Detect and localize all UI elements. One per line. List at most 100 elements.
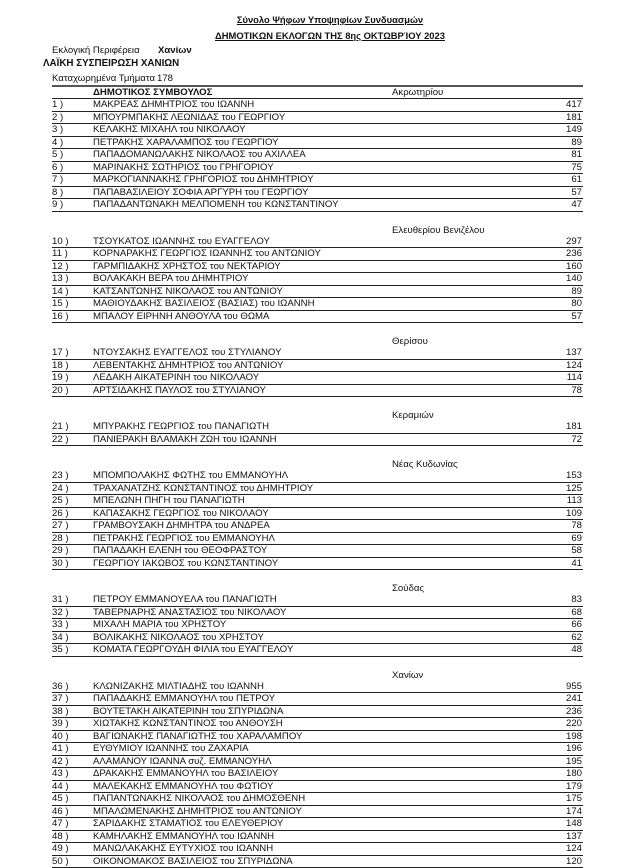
row-number: 40 ): [52, 730, 69, 742]
vote-count: 58: [571, 545, 582, 556]
table-row: 32 ) ΤΑΒΕΡΝΑΡΗΣ ΑΝΑΣΤΑΣΙΟΣ του ΝΙΚΟΛΑΟΥ 68: [52, 606, 583, 619]
row-number: 27 ): [52, 520, 69, 531]
table-row: 3 ) ΚΕΛΑΚΗΣ ΜΙΧΑΗΛ του ΝΙΚΟΛΑΟΥ 149: [52, 124, 583, 137]
candidate-name: ΚΛΩΝΙΖΑΚΗΣ ΜΙΛΤΙΑΔΗΣ του ΙΩΑΝΝΗ: [93, 680, 264, 692]
row-number: 7 ): [52, 174, 64, 185]
group-heading: Θερίσου: [392, 336, 428, 347]
candidate-name: ΜΠΑΛΟΥ ΕΙΡΗΝΗ ΑΝΘΟΥΛΑ του ΘΩΜΑ: [93, 310, 270, 322]
candidate-name: ΣΑΡΙΔΑΚΗΣ ΣΤΑΜΑΤΙΟΣ του ΕΛΕΥΘΕΡΙΟΥ: [93, 818, 284, 829]
candidate-name: ΠΕΤΡΟΥ ΕΜΜΑΝΟΥΕΛΑ του ΠΑΝΑΓΙΩΤΗ: [93, 594, 277, 605]
candidate-name: ΠΕΤΡΑΚΗΣ ΓΕΩΡΓΙΟΣ του ΕΜΜΑΝΟΥΗΛ: [93, 532, 275, 544]
table-row: 17 ) ΝΤΟΥΣΑΚΗΣ ΕΥΑΓΓΕΛΟΣ του ΣΤΥΛΙΑΝΟΥ 137: [52, 347, 583, 360]
group-heading-row: Σούδας: [52, 583, 583, 594]
vote-count: 196: [565, 743, 582, 754]
row-number: 48 ): [52, 830, 69, 842]
row-number: 18 ): [52, 359, 69, 371]
row-number: 26 ): [52, 507, 69, 519]
table-row: 41 ) ΕΥΘΥΜΙΟΥ ΙΩΑΝΝΗΣ του ΖΑΧΑΡΙΑ 196: [52, 743, 583, 756]
candidate-name: ΒΟΥΤΕΤΑΚΗ ΑΙΚΑΤΕΡΙΝΗ του ΣΠΥΡΙΔΩΝΑ: [93, 705, 284, 717]
group-heading: Κεραμιών: [392, 410, 434, 421]
table-row: 6 ) ΜΑΡΙΝΑΚΗΣ ΣΩΤΗΡΙΟΣ του ΓΡΗΓΟΡΙΟΥ 75: [52, 161, 583, 174]
table-row: 27 ) ΓΡΑΜΒΟΥΣΑΚΗ ΔΗΜΗΤΡΑ του ΑΝΔΡΕΑ 78: [52, 520, 583, 533]
vote-count: 68: [571, 606, 582, 618]
table-row: 25 ) ΜΠΕΛΩΝΗ ΠΗΓΗ του ΠΑΝΑΓΙΩΤΗ 113: [52, 495, 583, 508]
electoral-region: Εκλογική Περιφέρεια Χανίων: [52, 45, 192, 56]
table-row: 38 ) ΒΟΥΤΕΤΑΚΗ ΑΙΚΑΤΕΡΙΝΗ του ΣΠΥΡΙΔΩΝΑ 23…: [52, 705, 583, 718]
row-number: 47 ): [52, 818, 69, 829]
group-spacer: [52, 657, 583, 670]
candidate-name: ΠΑΝΙΕΡΑΚΗ ΒΛΑΜΑΚΗ ΖΩΗ του ΙΩΑΝΝΗ: [93, 433, 277, 445]
row-number: 28 ): [52, 532, 69, 544]
row-number: 19 ): [52, 372, 69, 383]
vote-count: 57: [571, 310, 582, 322]
row-number: 50 ): [52, 855, 69, 867]
table-row: 10 ) ΤΣΟΥΚΑΤΟΣ ΙΩΑΝΝΗΣ του ΕΥΑΓΓΕΛΟΥ 297: [52, 235, 583, 248]
vote-count: 124: [565, 843, 582, 854]
row-number: 33 ): [52, 619, 69, 630]
candidate-name: ΤΡΑΧΑΝΑΤΖΗΣ ΚΩΝΣΤΑΝΤΙΝΟΣ του ΔΗΜΗΤΡΙΟΥ: [93, 482, 314, 494]
table-row: 7 ) ΜΑΡΚΟΓΙΑΝΝΑΚΗΣ ΓΡΗΓΟΡΙΟΣ του ΔΗΜΗΤΡΙΟ…: [52, 174, 583, 187]
table-row: 35 ) ΚΟΜΑΤΑ ΓΕΩΡΓΟΥΔΗ ΦΙΛΙΑ του ΕΥΑΓΓΕΛΟΥ…: [52, 644, 583, 657]
table-row: 22 ) ΠΑΝΙΕΡΑΚΗ ΒΛΑΜΑΚΗ ΖΩΗ του ΙΩΑΝΝΗ 72: [52, 433, 583, 446]
row-number: 11 ): [52, 248, 68, 259]
table-row: 5 ) ΠΑΠΑΔΟΜΑΝΩΛΑΚΗΣ ΝΙΚΟΛΑΟΣ του ΑΧΙΛΛΕΑ 8…: [52, 149, 583, 162]
table-row: 31 ) ΠΕΤΡΟΥ ΕΜΜΑΝΟΥΕΛΑ του ΠΑΝΑΓΙΩΤΗ 83: [52, 594, 583, 607]
table-row: 45 ) ΠΑΠΑΝΤΩΝΑΚΗΣ ΝΙΚΟΛΑΟΣ του ΔΗΜΟΣΘΕΝΗ 1…: [52, 793, 583, 806]
table-row: 13 ) ΒΟΛΑΚΑΚΗ ΒΕΡΑ του ΔΗΜΗΤΡΙΟΥ 140: [52, 273, 583, 286]
vote-count: 137: [565, 347, 582, 358]
group-heading: Νέας Κυδωνίας: [392, 459, 458, 470]
table-row: 12 ) ΓΑΡΜΠΙΔΑΚΗΣ ΧΡΗΣΤΟΣ του ΝΕΚΤΑΡΙΟΥ 160: [52, 260, 583, 273]
row-number: 29 ): [52, 545, 69, 556]
table-row: 29 ) ΠΑΠΑΔΑΚΗ ΕΛΕΝΗ του ΘΕΟΦΡΑΣΤΟΥ 58: [52, 545, 583, 558]
row-number: 10 ): [52, 235, 69, 247]
row-number: 34 ): [52, 631, 69, 643]
vote-count: 120: [565, 855, 582, 867]
table-row: 46 ) ΜΠΑΛΩΜΕΝΑΚΗΣ ΔΗΜΗΤΡΙΟΣ του ΑΝΤΩΝΙΟΥ 1…: [52, 806, 583, 818]
row-number: 30 ): [52, 557, 69, 569]
vote-count: 109: [565, 507, 582, 519]
candidate-name: ΜΙΧΑΛΗ ΜΑΡΙΑ του ΧΡΗΣΤΟΥ: [93, 619, 227, 630]
document-subtitle: ΔΗΜΟΤΙΚΩΝ ΕΚΛΟΓΩΝ ΤΗΣ 8ης ΟΚΤΩΒΡΊΟΥ 2023: [215, 30, 445, 41]
row-number: 12 ): [52, 260, 69, 272]
table-row: 15 ) ΜΑΘΙΟΥΔΑΚΗΣ ΒΑΣΙΛΕΙΟΣ (ΒΑΣΙΑΣ) του Ι…: [52, 298, 583, 311]
candidate-name: ΧΙΩΤΑΚΗΣ ΚΩΝΣΤΑΝΤΙΝΟΣ του ΑΝΘΟΥΣΗ: [93, 718, 283, 729]
row-number: 24 ): [52, 482, 69, 494]
group-heading-row: Χανίων: [52, 670, 583, 681]
vote-count: 89: [571, 136, 582, 148]
candidate-name: ΠΕΤΡΑΚΗΣ ΧΑΡΑΛΑΜΠΟΣ του ΓΕΩΡΓΙΟΥ: [93, 136, 279, 148]
candidate-name: ΜΠΥΡΑΚΗΣ ΓΕΩΡΓΙΟΣ του ΠΑΝΑΓΙΩΤΗ: [93, 421, 270, 432]
row-number: 13 ): [52, 273, 69, 284]
row-number: 37 ): [52, 693, 69, 704]
vote-count: 149: [565, 124, 582, 135]
row-number: 17 ): [52, 347, 69, 358]
table-row: 40 ) ΒΑΓΙΩΝΑΚΗΣ ΠΑΝΑΓΙΩΤΗΣ του ΧΑΡΑΛΑΜΠΟΥ…: [52, 730, 583, 743]
candidate-name: ΚΑΜΗΛΑΚΗΣ ΕΜΜΑΝΟΥΗΛ του ΙΩΑΝΝΗ: [93, 830, 275, 842]
candidate-name: ΜΑΘΙΟΥΔΑΚΗΣ ΒΑΣΙΛΕΙΟΣ (ΒΑΣΙΑΣ) του ΙΩΑΝΝ…: [93, 298, 315, 309]
vote-count: 195: [565, 755, 582, 767]
group-heading-row: Κεραμιών: [52, 410, 583, 421]
candidate-name: ΔΡΑΚΑΚΗΣ ΕΜΜΑΝΟΥΗΛ του ΒΑΣΙΛΕΙΟΥ: [93, 768, 279, 779]
table-row: 4 ) ΠΕΤΡΑΚΗΣ ΧΑΡΑΛΑΜΠΟΣ του ΓΕΩΡΓΙΟΥ 89: [52, 136, 583, 149]
table-row: 18 ) ΛΕΒΕΝΤΑΚΗΣ ΔΗΜΗΤΡΙΟΣ του ΑΝΤΩΝΙΟΥ 124: [52, 359, 583, 372]
vote-count: 140: [565, 273, 582, 284]
row-number: 1 ): [52, 99, 64, 110]
table-row: 21 ) ΜΠΥΡΑΚΗΣ ΓΕΩΡΓΙΟΣ του ΠΑΝΑΓΙΩΤΗ 181: [52, 421, 583, 434]
group-heading-row: Ελευθερίου Βενιζέλου: [52, 225, 583, 236]
table-row: 14 ) ΚΑΤΣΑΝΤΩΝΗΣ ΝΙΚΟΛΑΟΣ του ΑΝΤΩΝΙΟΥ 89: [52, 286, 583, 298]
candidate-name: ΚΕΛΑΚΗΣ ΜΙΧΑΗΛ του ΝΙΚΟΛΑΟΥ: [93, 124, 246, 135]
row-number: 15 ): [52, 298, 69, 309]
registered-value: 178: [157, 73, 174, 84]
table-row: 50 ) ΟΙΚΟΝΟΜΑΚΟΣ ΒΑΣΙΛΕΙΟΣ του ΣΠΥΡΙΔΩΝΑ 1…: [52, 856, 583, 868]
candidate-name: ΓΡΑΜΒΟΥΣΑΚΗ ΔΗΜΗΤΡΑ του ΑΝΔΡΕΑ: [93, 520, 270, 531]
vote-count: 75: [571, 161, 582, 173]
vote-count: 297: [565, 235, 582, 247]
table-row: 48 ) ΚΑΜΗΛΑΚΗΣ ΕΜΜΑΝΟΥΗΛ του ΙΩΑΝΝΗ 137: [52, 830, 583, 843]
vote-count: 180: [565, 768, 582, 779]
table-row: 20 ) ΑΡΤΣΙΔΑΚΗΣ ΠΑΥΛΟΣ του ΣΤΥΛΙΑΝΟΥ 78: [52, 385, 583, 397]
party-name: ΛΑΪΚΗ ΣΥΣΠΕΙΡΩΣΗ ΧΑΝΙΩΝ: [43, 58, 180, 69]
table-row: 24 ) ΤΡΑΧΑΝΑΤΖΗΣ ΚΩΝΣΤΑΝΤΙΝΟΣ του ΔΗΜΗΤΡΙ…: [52, 482, 583, 495]
vote-count: 113: [566, 495, 582, 506]
candidate-name: ΜΠΕΛΩΝΗ ΠΗΓΗ του ΠΑΝΑΓΙΩΤΗ: [93, 495, 245, 506]
vote-count: 48: [571, 644, 582, 655]
